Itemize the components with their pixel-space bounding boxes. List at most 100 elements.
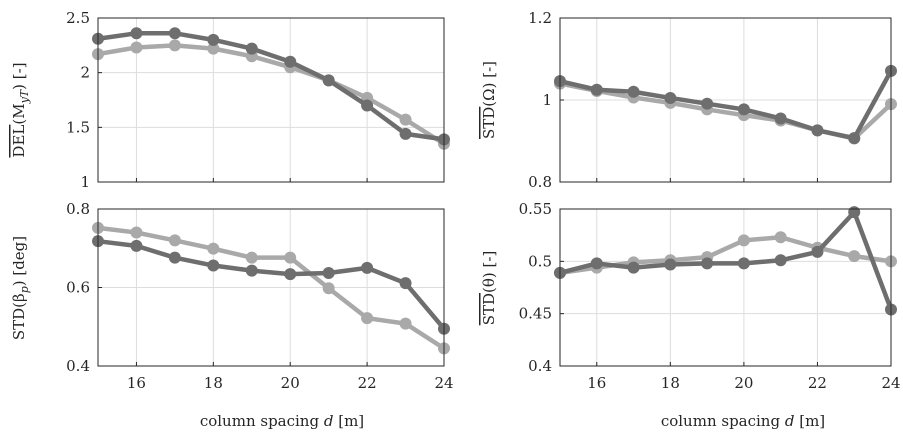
x-tick-label: 18 xyxy=(661,374,680,392)
xlabel-right-var: d xyxy=(785,412,795,430)
data-point xyxy=(399,277,412,290)
panel-std-omega: 0.8 1 1.2 STD(Ω) [-] xyxy=(480,9,897,191)
x-tick-label: 20 xyxy=(734,374,753,392)
y-tick-label: 1.5 xyxy=(66,118,90,136)
series-omega-dark xyxy=(554,64,897,145)
data-point xyxy=(130,226,143,239)
x-tick-label: 24 xyxy=(881,374,900,392)
y-tick-label: 2 xyxy=(80,64,90,82)
y-tick-label: 0.5 xyxy=(528,252,552,270)
data-point xyxy=(284,251,297,264)
panel-std-beta-ylabel: STD(βp) [deg] xyxy=(10,236,31,340)
panel-del-myt-series xyxy=(92,27,450,150)
panel-std-theta-series xyxy=(554,206,897,316)
data-point xyxy=(130,239,143,252)
data-point xyxy=(130,27,143,40)
data-point xyxy=(245,42,258,55)
x-tick-label: 16 xyxy=(587,374,606,392)
data-point xyxy=(130,41,143,54)
data-point xyxy=(168,27,181,40)
panel-del-myt-grid xyxy=(98,18,444,182)
y-tick-label: 1.2 xyxy=(528,9,552,27)
panel-del-myt: 1 1.5 2 2.5 DEL(MyT) [-] xyxy=(10,9,450,191)
ylabel-del-sub: yT xyxy=(18,88,31,104)
data-point xyxy=(848,206,861,219)
data-point xyxy=(811,245,824,258)
data-point xyxy=(322,266,335,279)
data-point xyxy=(590,83,603,96)
panel-std-theta: 16 18 20 22 24 0.4 0.45 0.5 0.55 STD(θ) [-] colu… xyxy=(480,200,901,430)
panel-std-theta-ylabel: STD(θ) [-] xyxy=(480,251,498,326)
data-point xyxy=(361,312,374,325)
data-point xyxy=(207,33,220,46)
data-point xyxy=(245,251,258,264)
x-tick-label: 18 xyxy=(204,374,223,392)
data-point xyxy=(774,112,787,125)
x-tick-label: 16 xyxy=(127,374,146,392)
data-point xyxy=(737,257,750,270)
series-line xyxy=(97,43,446,146)
ylabel-beta-sub: p xyxy=(18,286,31,293)
panel-std-beta-series xyxy=(92,221,450,355)
data-point xyxy=(245,264,258,277)
y-tick-label: 0.8 xyxy=(66,200,90,218)
data-point xyxy=(627,261,640,274)
series-theta-light xyxy=(554,231,897,279)
series-line xyxy=(97,31,445,142)
y-tick-label: 0.45 xyxy=(519,305,552,323)
data-point xyxy=(284,55,297,68)
panel-del-myt-ylabel: DEL(MyT) [-] xyxy=(10,62,31,157)
ylabel-del-close: ) [-] xyxy=(10,62,28,89)
xlabel-left-text: column spacing xyxy=(200,412,324,430)
data-point xyxy=(322,74,335,87)
panel-std-omega-ylabel: STD(Ω) [-] xyxy=(480,61,498,139)
x-tick-label: 22 xyxy=(358,374,377,392)
panel-std-beta-grid xyxy=(98,209,444,366)
ylabel-beta-close: ) [deg] xyxy=(10,236,28,286)
data-point xyxy=(207,42,220,55)
y-tick-label: 0.8 xyxy=(528,173,552,191)
panel-std-omega-series xyxy=(554,64,897,145)
series-beta-light xyxy=(92,221,450,355)
ylabel-del-overline: DEL xyxy=(10,125,28,158)
data-point xyxy=(701,97,714,110)
panel-std-omega-grid xyxy=(560,18,891,182)
panel-std-beta-xlabel: column spacing d [m] xyxy=(200,412,364,430)
x-tick-label: 22 xyxy=(808,374,827,392)
data-point xyxy=(361,99,374,112)
xlabel-right-text: column spacing xyxy=(661,412,785,430)
xlabel-right-unit: [m] xyxy=(794,412,825,430)
ylabel-theta-rest: (θ) [-] xyxy=(480,251,498,293)
series-beta-dark xyxy=(92,235,450,335)
data-point xyxy=(168,39,181,52)
data-point xyxy=(168,251,181,264)
y-tick-label: 1 xyxy=(542,91,552,109)
data-point xyxy=(361,261,374,274)
data-point xyxy=(664,258,677,271)
data-point xyxy=(590,257,603,270)
data-point xyxy=(811,124,824,137)
data-point xyxy=(774,231,787,244)
data-point xyxy=(399,127,412,140)
data-point xyxy=(207,242,220,255)
panel-del-myt-frame xyxy=(97,17,445,183)
panel-std-theta-ticks: 16 18 20 22 24 0.4 0.45 0.5 0.55 xyxy=(519,200,901,392)
y-tick-label: 0.4 xyxy=(66,357,90,375)
xlabel-left-var: d xyxy=(324,412,334,430)
data-point xyxy=(627,85,640,98)
x-tick-label: 24 xyxy=(434,374,453,392)
data-point xyxy=(399,113,412,126)
y-tick-label: 0.4 xyxy=(528,357,552,375)
data-point xyxy=(168,234,181,247)
data-point xyxy=(664,91,677,104)
data-point xyxy=(322,282,335,295)
data-point xyxy=(284,268,297,281)
y-tick-label: 0.6 xyxy=(66,279,90,297)
panel-std-beta: 16 18 20 22 24 0.4 0.6 0.8 STD(βp) [deg] column… xyxy=(10,200,454,430)
data-point xyxy=(737,103,750,116)
panel-std-omega-ticks: 0.8 1 1.2 xyxy=(528,9,892,191)
y-tick-label: 1 xyxy=(80,173,90,191)
series-line xyxy=(97,238,446,331)
series-line xyxy=(97,225,446,351)
